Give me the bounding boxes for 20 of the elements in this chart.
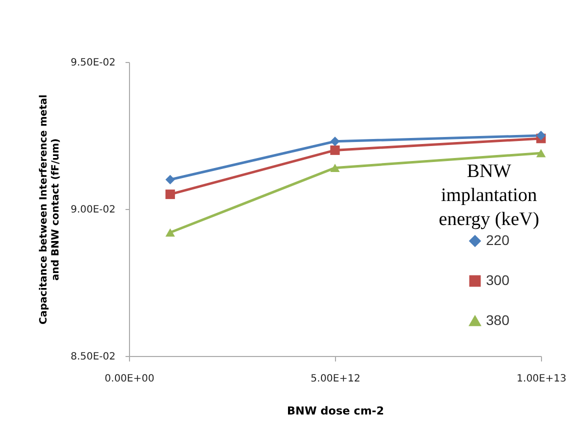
point xyxy=(536,130,546,140)
point xyxy=(536,149,546,158)
point xyxy=(330,145,340,155)
x-axis-title: BNW dose cm-2 xyxy=(286,404,384,418)
point xyxy=(165,228,175,237)
legend-title: BNW implantation energy (keV) xyxy=(438,161,540,230)
point xyxy=(330,136,340,146)
x-tick-label: 0.00E+00 xyxy=(104,374,154,384)
legend-label: 300 xyxy=(486,272,510,288)
y-tick-label: 9.50E-02 xyxy=(70,58,116,68)
legend-label: 220 xyxy=(486,232,510,248)
y-axis-title: Capacitance between Interference metal and BNW contact (fF/um) xyxy=(38,94,62,324)
y-tick-label: 9.00E-02 xyxy=(70,204,116,216)
y-tick-label: 8.50E-02 xyxy=(70,352,116,362)
point xyxy=(330,164,340,172)
x-tick-label: 5.00E+12 xyxy=(310,374,360,384)
x-tick-label: 1.00E+13 xyxy=(516,374,566,384)
point xyxy=(165,190,175,200)
point xyxy=(165,174,175,184)
legend-label: 380 xyxy=(486,312,510,328)
